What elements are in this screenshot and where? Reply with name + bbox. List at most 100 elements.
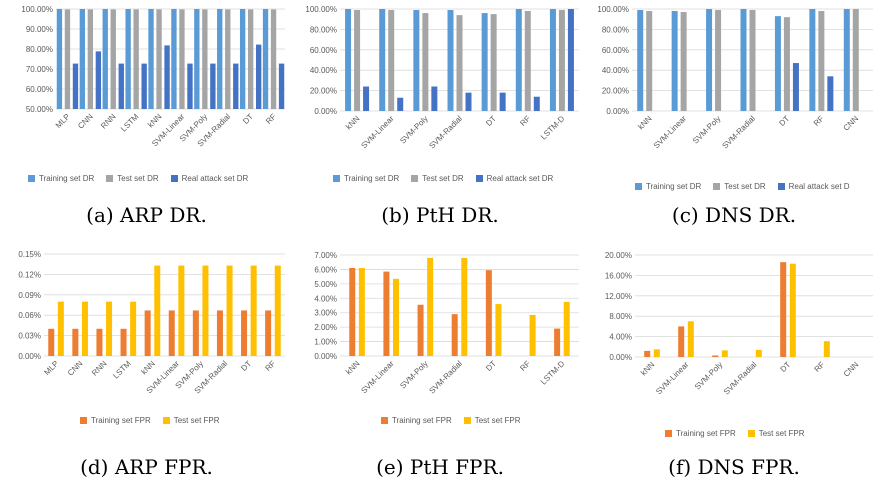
bar — [87, 9, 94, 109]
bar — [130, 301, 137, 356]
x-tick-label: kNN — [139, 359, 157, 377]
y-tick-label: 0.15% — [18, 250, 41, 259]
bar — [417, 304, 424, 356]
bar — [154, 265, 161, 356]
legend-label: Real attack set DR — [486, 174, 554, 183]
bar — [740, 9, 747, 111]
y-tick-label: 2.00% — [314, 323, 337, 332]
legend-label: Training set DR — [646, 182, 702, 191]
bar — [481, 13, 488, 111]
bar — [179, 9, 185, 109]
x-tick-label: SVM-Poly — [398, 114, 430, 146]
bar — [262, 9, 269, 109]
bar — [363, 86, 370, 111]
chart-pth-dr: 0.00% 20.00% 40.00% 60.00% 80.00% 100.00% kNN S… — [293, 0, 587, 200]
bar — [706, 9, 713, 111]
x-tick-label: RF — [812, 114, 826, 128]
bar — [144, 310, 151, 356]
x-tick-label: RF — [264, 112, 278, 126]
bar — [388, 10, 395, 112]
bar — [178, 265, 185, 356]
bar — [241, 310, 248, 356]
legend-swatch — [463, 417, 471, 424]
bar — [156, 9, 162, 109]
x-tick-label: RF — [813, 360, 827, 374]
y-tick-label: 0.00% — [606, 107, 629, 116]
x-tick-label: DT — [239, 359, 253, 373]
x-tick-label: RNN — [90, 359, 109, 378]
legend-label: Test set DR — [117, 174, 159, 183]
bar — [524, 11, 531, 111]
bar — [187, 63, 193, 109]
legend-swatch — [28, 175, 35, 182]
bar — [783, 17, 790, 111]
x-tick-label: RF — [518, 359, 532, 373]
x-tick-label: SVM-Poly — [691, 114, 723, 146]
legend-swatch — [162, 417, 170, 424]
x-tick-label: SVM-Linear — [654, 360, 690, 396]
y-tick-label: 0.00% — [609, 353, 632, 362]
bar — [678, 326, 685, 357]
legend-item: Test set FPR — [747, 429, 805, 438]
bar — [278, 63, 285, 109]
chart-svg: 0.00%4.00%8.00%12.00%16.00%20.00%kNNSVM-… — [605, 251, 873, 397]
y-tick-label: 16.00% — [605, 271, 632, 280]
bar — [637, 10, 644, 112]
chart-legend: Training set FPR Test set FPR — [665, 429, 817, 439]
chart-dns-fpr: 0.00% 4.00% 8.00% 12.00% 16.00% 20.00% kNN SVM-… — [587, 245, 881, 455]
bar — [202, 9, 208, 109]
bar — [133, 9, 139, 109]
caption-c: (c) DNS DR. — [671, 203, 797, 227]
bar — [383, 271, 390, 356]
legend-swatch — [381, 417, 388, 424]
legend-item: Test set DR — [713, 182, 766, 191]
chart-legend: Training set DR Test set DR Real attack se… — [28, 174, 260, 184]
bar — [379, 9, 386, 111]
x-tick-label: DT — [777, 114, 791, 128]
x-tick-label: SVM-Poly — [693, 360, 725, 392]
y-tick-label: 0.03% — [18, 332, 41, 341]
legend-label: Training set FPR — [676, 429, 736, 438]
bar — [358, 267, 365, 356]
legend-label: Test set FPR — [173, 416, 220, 425]
legend-label: Training set DR — [39, 174, 95, 183]
bar — [529, 314, 536, 356]
legend-label: Test set FPR — [758, 429, 805, 438]
chart-svg: 0.00%20.00%40.00%60.00%80.00%100.00%kNNS… — [597, 5, 873, 151]
caption-b: (b) PtH DR. — [381, 203, 499, 227]
chart-arp-dr: 50.00% 60.00% 70.00% 80.00% 90.00% 100.00% MLP… — [0, 0, 293, 200]
bar — [843, 9, 850, 111]
bar — [653, 349, 660, 357]
y-tick-label: 60.00% — [310, 46, 337, 55]
bar — [644, 350, 651, 357]
legend-item: Training set FPR — [665, 429, 736, 438]
y-tick-label: 5.00% — [314, 280, 337, 289]
bar — [106, 301, 113, 356]
bar — [270, 9, 277, 109]
bar — [393, 278, 400, 356]
bar — [48, 328, 55, 356]
bar — [852, 9, 859, 111]
bar — [345, 9, 352, 111]
bar — [64, 9, 71, 109]
bar — [715, 10, 722, 112]
x-tick-label: MLP — [42, 359, 60, 377]
y-tick-label: 3.00% — [314, 309, 337, 318]
x-tick-label: CNN — [66, 359, 85, 378]
x-tick-label: DT — [484, 359, 498, 373]
y-tick-label: 100.00% — [597, 5, 629, 14]
bar — [490, 14, 497, 112]
y-tick-label: 0.12% — [18, 270, 41, 279]
x-tick-label: DT — [241, 112, 255, 126]
bar — [465, 92, 472, 111]
bar — [646, 11, 653, 111]
y-tick-label: 40.00% — [310, 66, 337, 75]
y-tick-label: 4.00% — [609, 333, 632, 342]
bar — [755, 349, 762, 357]
y-tick-label: 12.00% — [605, 292, 632, 301]
bar — [96, 328, 103, 356]
legend-label: Real attack set D — [788, 182, 850, 191]
legend-swatch — [665, 430, 672, 437]
caption-f: (f) DNS FPR. — [668, 455, 800, 479]
bar — [447, 10, 454, 112]
